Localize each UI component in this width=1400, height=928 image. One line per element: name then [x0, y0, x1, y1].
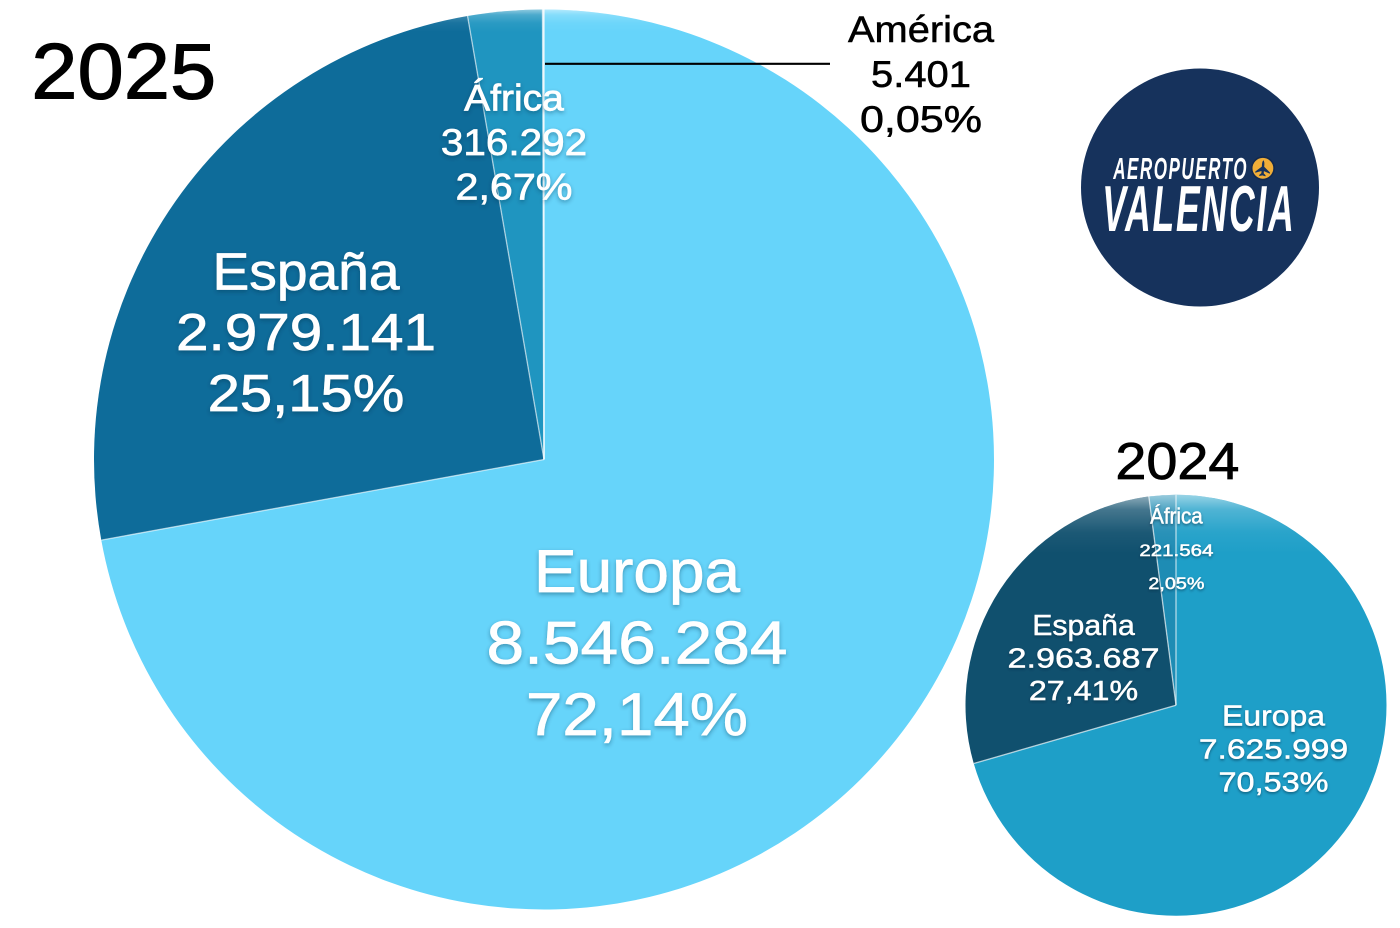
svg-text:América: América: [848, 8, 994, 50]
svg-text:AEROPUERTO: AEROPUERTO: [1113, 152, 1248, 187]
svg-text:2.979.141: 2.979.141: [176, 303, 436, 361]
svg-text:España: España: [1032, 610, 1135, 642]
svg-text:27,41%: 27,41%: [1029, 675, 1138, 706]
svg-text:8.546.284: 8.546.284: [487, 609, 788, 677]
svg-text:70,53%: 70,53%: [1219, 767, 1329, 798]
svg-text:Europa: Europa: [1222, 701, 1326, 733]
svg-text:5.401: 5.401: [871, 53, 971, 95]
svg-text:2,05%: 2,05%: [1148, 575, 1204, 593]
svg-text:316.292: 316.292: [441, 122, 587, 163]
svg-text:Europa: Europa: [534, 537, 740, 605]
svg-text:VALENCIA: VALENCIA: [1102, 174, 1295, 246]
svg-text:2025: 2025: [31, 28, 216, 116]
svg-text:África: África: [464, 78, 564, 119]
svg-text:25,15%: 25,15%: [208, 364, 405, 422]
svg-text:2024: 2024: [1115, 433, 1239, 491]
svg-text:0,05%: 0,05%: [860, 98, 982, 140]
svg-text:2,67%: 2,67%: [456, 167, 573, 208]
svg-text:2.963.687: 2.963.687: [1008, 642, 1160, 673]
svg-text:7.625.999: 7.625.999: [1199, 734, 1348, 765]
svg-text:España: España: [213, 243, 400, 301]
svg-text:221.564: 221.564: [1139, 542, 1213, 560]
svg-text:África: África: [1150, 503, 1203, 528]
svg-text:72,14%: 72,14%: [526, 680, 748, 748]
